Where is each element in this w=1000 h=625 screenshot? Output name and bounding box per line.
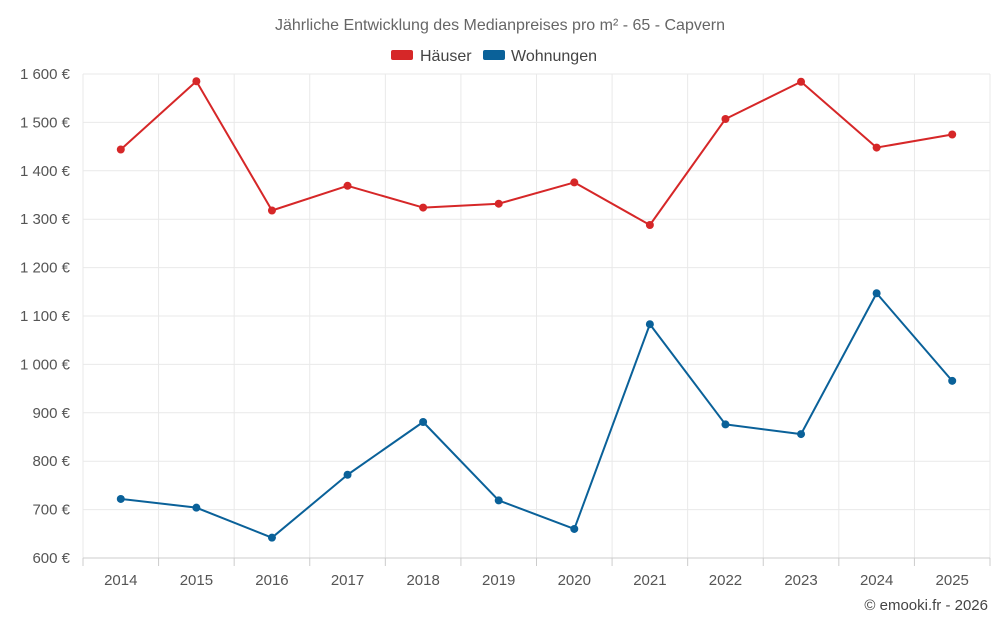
data-point-apartments[interactable] [116, 494, 125, 503]
x-tick-label: 2017 [331, 572, 364, 589]
y-tick-label: 800 € [32, 453, 70, 470]
data-point-houses[interactable] [570, 178, 579, 187]
y-tick-label: 1 100 € [20, 308, 71, 325]
data-point-houses[interactable] [872, 143, 881, 152]
legend-item-houses[interactable]: Häuser [391, 48, 472, 65]
data-point-apartments[interactable] [192, 503, 201, 512]
y-tick-label: 1 400 € [20, 163, 71, 180]
data-point-houses[interactable] [948, 130, 957, 139]
x-tick-label: 2015 [180, 572, 213, 589]
data-point-houses[interactable] [797, 77, 806, 86]
x-tick-label: 2020 [558, 572, 591, 589]
y-tick-label: 1 600 € [20, 66, 71, 83]
data-point-houses[interactable] [343, 181, 352, 190]
legend-label-houses: Häuser [420, 48, 472, 65]
y-tick-label: 1 300 € [20, 211, 71, 228]
data-point-houses[interactable] [645, 221, 654, 230]
legend-swatch-apartments [483, 50, 505, 60]
x-tick-label: 2024 [860, 572, 893, 589]
y-tick-label: 1 000 € [20, 356, 71, 373]
credit-text: © emooki.fr - 2026 [864, 597, 988, 614]
data-point-apartments[interactable] [872, 289, 881, 298]
grid-lines [82, 73, 991, 559]
x-tick-label: 2023 [784, 572, 817, 589]
data-point-houses[interactable] [721, 115, 730, 124]
axes: 600 € 700 € 800 € 900 € 1 000 € 1 100 € 1 200 … [20, 66, 991, 589]
x-tick-label: 2021 [633, 572, 666, 589]
data-point-apartments[interactable] [343, 470, 352, 479]
data-point-apartments[interactable] [267, 533, 276, 542]
legend: Häuser Wohnungen [391, 48, 597, 65]
data-point-apartments[interactable] [494, 496, 503, 505]
data-point-apartments[interactable] [721, 420, 730, 429]
legend-swatch-houses [391, 50, 413, 60]
data-point-apartments[interactable] [570, 524, 579, 533]
series-lines [116, 77, 957, 542]
data-point-apartments[interactable] [797, 430, 806, 439]
x-tick-label: 2019 [482, 572, 515, 589]
legend-item-apartments[interactable]: Wohnungen [483, 48, 597, 65]
legend-label-apartments: Wohnungen [511, 48, 597, 65]
series-line-houses [120, 80, 953, 227]
y-tick-label: 1 500 € [20, 114, 71, 131]
data-point-apartments[interactable] [948, 376, 957, 385]
y-tick-label: 900 € [32, 405, 70, 422]
chart-title: Jährliche Entwicklung des Medianpreises … [275, 17, 725, 34]
x-tick-label: 2025 [936, 572, 969, 589]
y-tick-label: 1 200 € [20, 260, 71, 277]
data-point-houses[interactable] [419, 203, 428, 212]
x-tick-label: 2018 [406, 572, 439, 589]
x-tick-label: 2014 [104, 572, 137, 589]
x-tick-label: 2016 [255, 572, 288, 589]
series-line-apartments [120, 292, 953, 539]
x-tick-label: 2022 [709, 572, 742, 589]
data-point-houses[interactable] [192, 77, 201, 86]
data-point-houses[interactable] [494, 199, 503, 208]
y-tick-label: 600 € [32, 550, 70, 567]
data-point-houses[interactable] [267, 206, 276, 215]
data-point-apartments[interactable] [645, 320, 654, 329]
y-tick-label: 700 € [32, 502, 70, 519]
data-point-houses[interactable] [116, 145, 125, 154]
data-point-apartments[interactable] [419, 417, 428, 426]
